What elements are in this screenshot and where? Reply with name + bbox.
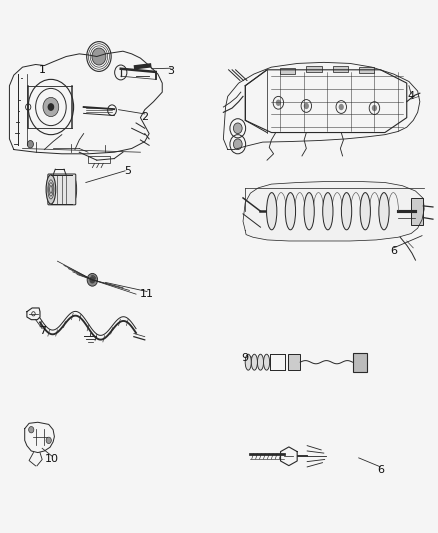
Bar [353,353,367,372]
Text: 1: 1 [39,65,46,75]
Text: 4: 4 [407,91,415,101]
Circle shape [43,98,59,117]
Ellipse shape [264,354,270,370]
Text: 7: 7 [39,326,46,336]
Ellipse shape [304,192,314,230]
Ellipse shape [285,192,296,230]
Circle shape [27,141,33,148]
FancyBboxPatch shape [48,174,76,205]
Ellipse shape [67,175,77,204]
Text: 9: 9 [242,353,249,363]
Text: 2: 2 [141,111,148,122]
Circle shape [48,104,53,110]
Polygon shape [243,181,424,241]
Circle shape [276,100,281,106]
Text: 11: 11 [140,289,154,299]
Circle shape [92,48,106,65]
Ellipse shape [251,354,258,370]
Text: 6: 6 [377,465,384,474]
Text: 10: 10 [45,454,59,464]
Bar [332,66,348,72]
Bar [411,198,424,224]
Circle shape [304,103,309,109]
Circle shape [89,276,95,284]
Bar [306,66,321,72]
Circle shape [46,437,51,443]
Text: 6: 6 [390,246,397,255]
Bar [359,67,374,73]
Circle shape [28,426,34,433]
Text: 5: 5 [124,166,131,176]
Ellipse shape [341,192,352,230]
Ellipse shape [245,354,251,370]
Ellipse shape [379,192,389,230]
Ellipse shape [360,192,371,230]
Circle shape [339,104,344,110]
Bar [280,68,295,74]
Circle shape [233,123,242,134]
Ellipse shape [323,192,333,230]
Circle shape [372,105,377,111]
Circle shape [233,139,242,150]
Bar [288,354,300,370]
Text: 3: 3 [167,66,174,76]
Ellipse shape [258,354,264,370]
Ellipse shape [267,192,277,230]
Bar [88,156,110,164]
Ellipse shape [46,175,56,204]
Circle shape [87,273,98,286]
